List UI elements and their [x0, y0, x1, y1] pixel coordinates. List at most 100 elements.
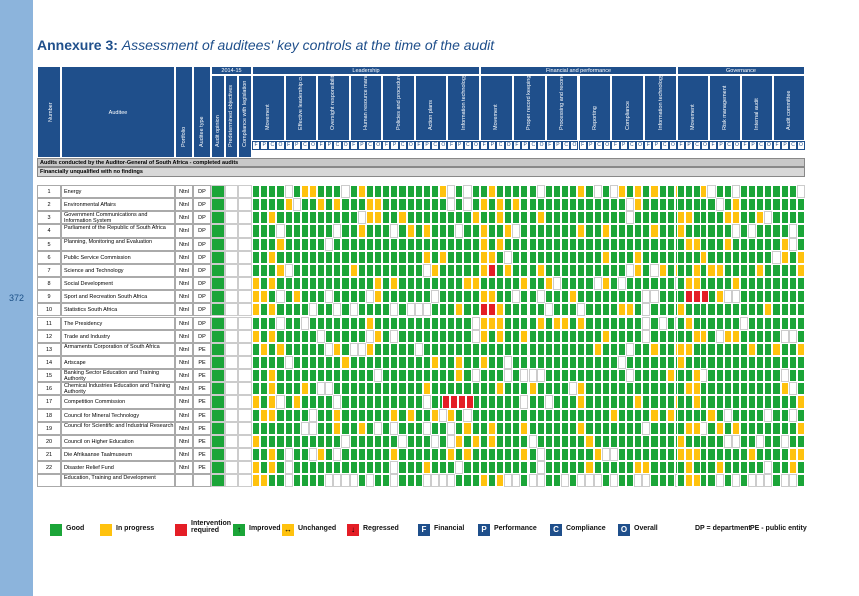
status-cell: [756, 474, 765, 488]
status-cell: [382, 211, 391, 225]
status-cell: [756, 211, 765, 225]
movement-cell: [260, 434, 269, 448]
status-cell: [512, 461, 521, 475]
status-cell: [756, 185, 765, 199]
movement-cell: [260, 250, 269, 264]
row-auditee-name: The Presidency: [61, 316, 175, 330]
status-cell: [317, 408, 326, 422]
status-cell: [512, 316, 521, 330]
fpco-cell: C: [529, 141, 538, 150]
status-cell: [569, 263, 578, 278]
movement-cell: [677, 355, 686, 370]
status-cell: [528, 250, 537, 264]
status-cell: [349, 290, 358, 304]
status-cell: [544, 316, 553, 330]
status-cell: [626, 461, 635, 475]
status-cell: [626, 408, 635, 422]
row-auditee-name: Trade and Industry: [61, 329, 175, 343]
status-cell: [398, 303, 407, 317]
status-cell: [357, 303, 366, 317]
status-cell: [512, 224, 521, 238]
status-cell: [439, 434, 448, 448]
status-cell: [349, 421, 358, 435]
status-cell: [658, 198, 667, 212]
status-cell: [658, 237, 667, 251]
legend-label: Good: [66, 525, 85, 532]
status-cell: [373, 185, 383, 199]
fpco-cell: F: [644, 141, 653, 150]
status-cell: [504, 382, 513, 396]
status-cell: [406, 421, 415, 435]
status-cell: [772, 474, 781, 488]
status-cell: [780, 263, 789, 278]
header-group-0-col-1-label: Effective leadership culture: [297, 75, 304, 130]
status-cell: [224, 303, 239, 317]
status-cell: [422, 329, 431, 343]
movement-cell: [693, 461, 702, 475]
status-cell: [325, 198, 334, 212]
status-cell: [577, 342, 586, 356]
status-cell: [536, 382, 545, 396]
status-cell: [520, 290, 529, 304]
status-cell: [731, 461, 740, 475]
status-cell: [224, 198, 239, 212]
status-cell: [317, 434, 326, 448]
status-cell: [211, 329, 225, 343]
row-auditee-name: Banking Sector Education and Training Au…: [61, 369, 175, 383]
status-cell: [504, 355, 513, 370]
status-cell: [512, 342, 521, 356]
status-cell: [439, 448, 448, 462]
movement-cell: [480, 237, 489, 251]
status-cell: [325, 263, 334, 278]
status-cell: [528, 185, 537, 199]
header-group-0-col-6: Information technology governance: [447, 75, 480, 141]
status-cell: [317, 290, 326, 304]
movement-cell: [685, 250, 694, 264]
status-cell: [325, 237, 334, 251]
status-cell: [585, 290, 594, 304]
status-cell: [373, 421, 383, 435]
status-cell: [780, 382, 789, 396]
status-cell: [642, 342, 651, 356]
movement-cell: [496, 382, 505, 396]
movement-cell: [693, 237, 702, 251]
status-cell: [238, 316, 252, 330]
status-cell: [715, 461, 724, 475]
status-cell: [528, 303, 537, 317]
status-cell: [626, 290, 635, 304]
status-cell: [382, 198, 391, 212]
status-cell: [430, 355, 440, 370]
row-type: DP: [193, 224, 211, 238]
status-cell: [666, 224, 675, 238]
status-cell: [276, 448, 285, 462]
intervention-cell: [458, 395, 467, 409]
movement-cell: [496, 408, 505, 422]
fpco-cell: P: [717, 141, 725, 150]
fpco-cell: O: [537, 141, 546, 150]
status-cell: [772, 185, 781, 199]
status-cell: [634, 342, 643, 356]
fpco-cell: F: [677, 141, 685, 150]
movement-cell: [260, 211, 269, 225]
status-cell: [715, 316, 724, 330]
row-portfolio: Ntnl: [175, 198, 193, 212]
status-cell: [224, 421, 239, 435]
status-cell: [373, 263, 383, 278]
status-cell: [447, 355, 456, 370]
status-cell: [634, 277, 643, 291]
status-cell: [382, 303, 391, 317]
status-cell: [390, 237, 399, 251]
status-cell: [601, 382, 610, 396]
status-cell: [455, 237, 464, 251]
status-cell: [626, 355, 635, 370]
movement-cell: [488, 329, 497, 343]
status-cell: [626, 263, 635, 278]
status-cell: [455, 448, 464, 462]
status-cell: [357, 198, 366, 212]
movement-cell: [693, 329, 702, 343]
status-cell: [292, 369, 301, 383]
row-auditee-name: Government Communications and Informatio…: [61, 211, 175, 225]
intervention-cell: [685, 290, 694, 304]
status-cell: [609, 211, 618, 225]
status-cell: [731, 250, 740, 264]
